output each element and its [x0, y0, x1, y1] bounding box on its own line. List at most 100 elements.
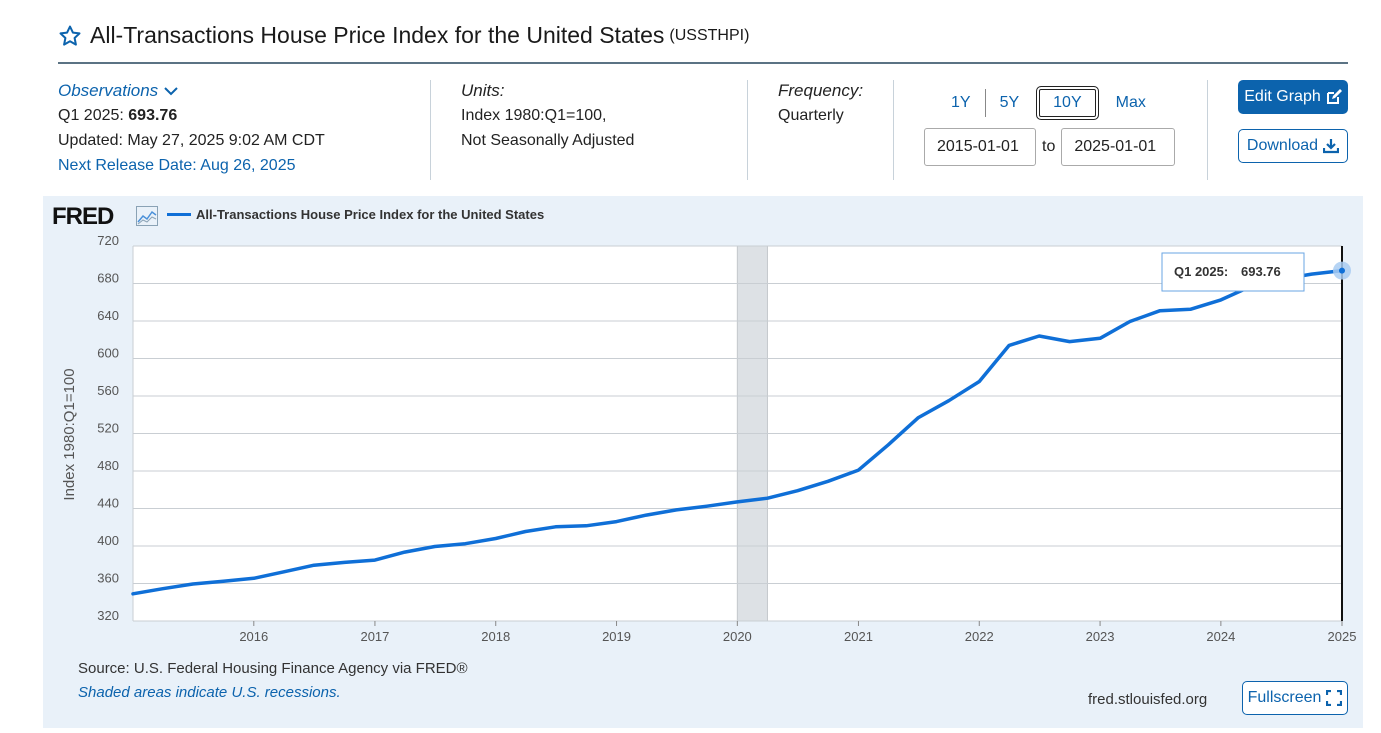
fred-logo: FRED	[52, 203, 114, 230]
frequency-block: Frequency: Quarterly	[778, 78, 863, 128]
chevron-down-icon	[164, 86, 178, 95]
latest-value: 693.76	[128, 107, 178, 124]
units-label: Units:	[461, 81, 505, 100]
data-point	[671, 505, 681, 515]
range-max-button[interactable]: Max	[1115, 94, 1146, 111]
range-5y-button[interactable]: 5Y	[999, 94, 1020, 111]
x-tick-label: 2024	[1206, 629, 1235, 644]
end-date-input[interactable]	[1061, 128, 1176, 166]
y-tick-label: 400	[97, 533, 119, 548]
frequency-value: Quarterly	[778, 107, 844, 124]
divider	[893, 80, 894, 180]
data-point	[1307, 269, 1317, 279]
range-divider	[984, 89, 986, 117]
divider	[430, 80, 431, 180]
data-point	[551, 522, 561, 532]
data-point	[370, 555, 380, 565]
page-title: All-Transactions House Price Index for t…	[90, 22, 665, 48]
updated-date: Updated: May 27, 2025 9:02 AM CDT	[58, 132, 325, 149]
x-tick-label: 2018	[481, 629, 510, 644]
data-point	[188, 579, 198, 589]
data-point	[491, 534, 501, 544]
data-point	[823, 476, 833, 486]
data-point	[641, 510, 651, 520]
data-point	[1004, 340, 1014, 350]
data-point	[732, 497, 742, 507]
data-point	[1095, 333, 1105, 343]
range-1y-button[interactable]: 1Y	[951, 94, 971, 111]
data-point	[944, 396, 954, 406]
trend-icon	[136, 206, 158, 226]
y-tick-label: 560	[97, 383, 119, 398]
y-tick-label: 720	[97, 233, 119, 248]
tooltip-label: Q1 2025:	[1174, 264, 1228, 279]
data-point	[430, 541, 440, 551]
download-label: Download	[1246, 137, 1319, 154]
series-id: (USSTHPI)	[669, 26, 750, 44]
observations-label: Observations	[58, 81, 159, 100]
data-point	[853, 465, 863, 475]
start-date-input[interactable]	[924, 128, 1036, 166]
y-axis-label: Index 1980:Q1=100	[61, 368, 78, 500]
header-divider	[58, 62, 1348, 64]
date-range: to	[924, 128, 1176, 166]
site-url: fred.stlouisfed.org	[1088, 691, 1208, 708]
data-point	[913, 413, 923, 423]
star-icon[interactable]	[58, 24, 82, 48]
x-tick-label: 2023	[1086, 629, 1115, 644]
chart-legend: All-Transactions House Price Index for t…	[167, 207, 544, 222]
y-tick-label: 320	[97, 608, 119, 623]
data-point	[1125, 316, 1135, 326]
data-point	[128, 589, 138, 599]
y-tick-label: 680	[97, 271, 119, 286]
y-tick-label: 360	[97, 571, 119, 586]
series-line	[131, 268, 1344, 596]
range-buttons: 1Y 5Y 10Y Max	[940, 86, 1157, 120]
y-tick-label: 600	[97, 346, 119, 361]
x-tick-label: 2017	[360, 629, 389, 644]
data-point	[762, 493, 772, 503]
tooltip-box	[1161, 252, 1305, 292]
download-icon	[1323, 139, 1340, 154]
divider	[747, 80, 748, 180]
tooltip-value: 693.76	[1241, 264, 1281, 279]
data-point	[249, 573, 259, 583]
frequency-label: Frequency:	[778, 81, 864, 100]
edit-graph-button[interactable]: Edit Graph	[1238, 80, 1348, 114]
data-point	[279, 567, 289, 577]
data-point	[158, 584, 168, 594]
y-tick-label: 520	[97, 421, 119, 436]
legend-label: All-Transactions House Price Index for t…	[196, 207, 545, 222]
fullscreen-button[interactable]: Fullscreen	[1242, 681, 1348, 715]
edit-icon	[1326, 89, 1342, 104]
next-release-link[interactable]: Next Release Date: Aug 26, 2025	[58, 157, 296, 174]
data-point	[1155, 306, 1165, 316]
source-note: Source: U.S. Federal Housing Finance Age…	[78, 660, 468, 677]
x-tick-label: 2025	[1328, 629, 1357, 644]
fullscreen-label: Fullscreen	[1247, 689, 1322, 706]
latest-period: Q1 2025:	[58, 107, 124, 124]
recession-note: Shaded areas indicate U.S. recessions.	[78, 684, 341, 701]
data-point	[521, 526, 531, 536]
fullscreen-icon	[1326, 690, 1343, 706]
y-tick-label: 640	[97, 308, 119, 323]
units-line2: Not Seasonally Adjusted	[461, 132, 635, 149]
range-10y-button[interactable]: 10Y	[1036, 86, 1099, 120]
title-row: All-Transactions House Price Index for t…	[58, 22, 749, 49]
observations-toggle[interactable]: Observations	[58, 78, 325, 103]
data-point	[1185, 304, 1195, 314]
y-tick-label: 480	[97, 458, 119, 473]
highlight-point	[1339, 267, 1345, 274]
units-block: Units: Index 1980:Q1=100, Not Seasonally…	[461, 78, 634, 153]
legend-swatch	[167, 213, 191, 216]
units-line1: Index 1980:Q1=100,	[461, 107, 607, 124]
observations-block: Observations Q1 2025: 693.76 Updated: Ma…	[58, 78, 325, 178]
download-button[interactable]: Download	[1238, 129, 1348, 163]
data-point	[1065, 337, 1075, 347]
x-tick-label: 2019	[602, 629, 631, 644]
edit-graph-label: Edit Graph	[1244, 88, 1321, 105]
data-point	[218, 576, 228, 586]
data-point	[883, 440, 893, 450]
data-point	[400, 547, 410, 557]
